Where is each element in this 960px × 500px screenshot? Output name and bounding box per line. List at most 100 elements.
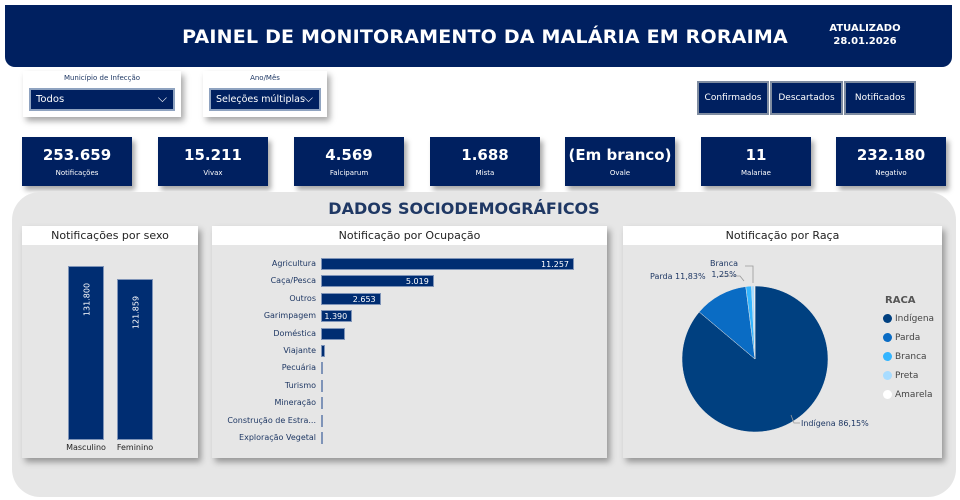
category-label: Construção de Estra... (227, 415, 316, 425)
category-label: Agricultura (271, 259, 316, 268)
kpi-mista: 1.688 Mista (430, 137, 540, 186)
category-label: Pecuária (281, 363, 316, 373)
bar-value-label: 1.390 (324, 312, 348, 322)
pie-slice-amarela[interactable] (753, 285, 756, 360)
occupation-bar[interactable] (321, 414, 323, 427)
category-label: Exploração Vegetal (239, 433, 316, 442)
category-label: Viajante (283, 346, 316, 355)
leader-line-indigena (790, 414, 800, 424)
legend-item[interactable]: Preta (883, 366, 934, 385)
kpi-falciparum: 4.569 Falciparum (294, 137, 404, 186)
bar-value-label: 2.653 (352, 294, 376, 304)
bar-value-label: 5.019 (405, 277, 429, 287)
kpi-label: Ovale (609, 169, 631, 177)
occupation-bar[interactable] (321, 432, 323, 444)
sex-chart-card: Notificações por sexo 131.800 Masculino 12… (22, 226, 198, 458)
kpi-label: Falciparum (329, 169, 369, 177)
race-chart-card: Notificação por Raça RACA Indígena Parda B… (623, 226, 942, 458)
sex-bar[interactable]: 131.800 (68, 265, 104, 440)
kpi-value: 11 (745, 146, 767, 164)
legend-label: Amarela (895, 389, 933, 400)
legend-item[interactable]: Parda (883, 328, 934, 347)
sex-bar[interactable]: 121.859 (117, 278, 153, 440)
kpi-label: Negativo (875, 169, 907, 177)
filter-label: Município de Infecção (63, 74, 141, 82)
confirmados-button[interactable]: Confirmados (697, 81, 769, 115)
bar-value-label: 131.800 (82, 282, 92, 316)
legend-item[interactable]: Amarela (883, 385, 934, 404)
municipio-filter: Município de Infecção Todos ⌵ (23, 71, 181, 117)
updated-info: ATUALIZADO 28.01.2026 (815, 22, 915, 48)
kpi-vivax: 15.211 Vivax (158, 137, 268, 186)
pie-label-indigena: Indígena 86,15% (801, 419, 869, 428)
occupation-bar[interactable] (321, 379, 323, 392)
occupation-bar[interactable]: 1.390 (321, 310, 353, 323)
category-label: Caça/Pesca (270, 276, 316, 286)
race-legend: Indígena Parda Branca Preta Amarela (883, 309, 934, 404)
kpi-value: 1.688 (461, 146, 509, 164)
dropdown-value: Seleções múltiplas (216, 94, 305, 105)
legend-dot-icon (883, 333, 892, 342)
kpi-notificacoes: 253.659 Notificações (22, 137, 132, 186)
occupation-bar[interactable] (321, 397, 323, 410)
updated-date: 28.01.2026 (833, 36, 897, 47)
chevron-down-icon: ⌵ (157, 91, 167, 105)
occupation-bar[interactable]: 11.257 (321, 258, 574, 270)
legend-dot-icon (883, 371, 892, 380)
kpi-label: Mista (475, 169, 495, 177)
kpi-value: (Em branco) (568, 146, 672, 164)
category-label: Outros (289, 293, 316, 303)
notificados-button[interactable]: Notificados (844, 81, 916, 115)
occupation-bar[interactable]: 5.019 (321, 275, 434, 288)
occupation-chart-card: Notificação por Ocupação Agricultura 11.2… (212, 226, 607, 458)
updated-label: ATUALIZADO (829, 23, 901, 34)
header-banner: PAINEL DE MONITORAMENTO DA MALÁRIA EM RO… (5, 5, 952, 67)
section-title: DADOS SOCIODEMOGRÁFICOS (328, 199, 600, 218)
ano-mes-filter: Ano/Mês Seleções múltiplas ⌵ (203, 71, 327, 117)
occupation-bar[interactable] (321, 345, 326, 357)
leader-line-parda (719, 275, 745, 282)
legend-dot-icon (883, 390, 892, 399)
pie-slice-indigena[interactable] (681, 285, 829, 433)
legend-label: Branca (895, 351, 927, 362)
category-label: Masculino (66, 443, 106, 452)
descartados-button[interactable]: Descartados (770, 81, 843, 115)
occupation-bar[interactable]: 2.653 (321, 292, 381, 305)
filter-label: Ano/Mês (250, 74, 280, 82)
race-pie-chart (681, 265, 829, 433)
pie-label-branca-pct: 1,25% (711, 270, 737, 279)
chart-title: Notificação por Raça (623, 226, 942, 245)
kpi-value: 15.211 (184, 146, 242, 164)
municipio-dropdown[interactable]: Todos ⌵ (29, 88, 175, 111)
kpi-value: 4.569 (325, 146, 373, 164)
category-label: Feminino (116, 443, 154, 452)
category-label: Mineração (274, 398, 316, 408)
occupation-bar[interactable] (321, 362, 323, 375)
bar-value-label: 121.859 (131, 295, 141, 330)
chart-title: Notificação por Ocupação (212, 226, 607, 245)
kpi-label: Notificações (55, 169, 99, 177)
kpi-value: 232.180 (856, 146, 926, 164)
legend-label: Indígena (895, 313, 935, 324)
pie-label-parda: Parda 11,83% (650, 272, 706, 281)
kpi-ovale: (Em branco) Ovale (565, 137, 675, 186)
leader-line-branca (745, 265, 754, 283)
category-label: Doméstica (273, 328, 316, 338)
occupation-bar[interactable] (321, 327, 346, 340)
chart-title: Notificações por sexo (22, 226, 198, 245)
kpi-negativo: 232.180 Negativo (836, 137, 946, 186)
kpi-malariae: 11 Malariae (701, 137, 811, 186)
pie-label-branca: Branca 1,25% (710, 258, 738, 280)
ano-mes-dropdown[interactable]: Seleções múltiplas ⌵ (209, 88, 321, 111)
legend-label: Preta (895, 370, 919, 381)
legend-item[interactable]: Indígena (883, 309, 934, 328)
legend-dot-icon (883, 352, 892, 361)
category-label: Garimpagem (263, 311, 316, 321)
kpi-label: Vivax (203, 169, 223, 177)
bar-value-label: 11.257 (541, 260, 569, 269)
legend-label: Parda (895, 332, 921, 343)
chevron-down-icon: ⌵ (303, 91, 313, 105)
legend-item[interactable]: Branca (883, 347, 934, 366)
kpi-label: Malariae (741, 169, 771, 177)
kpi-value: 253.659 (42, 146, 112, 164)
